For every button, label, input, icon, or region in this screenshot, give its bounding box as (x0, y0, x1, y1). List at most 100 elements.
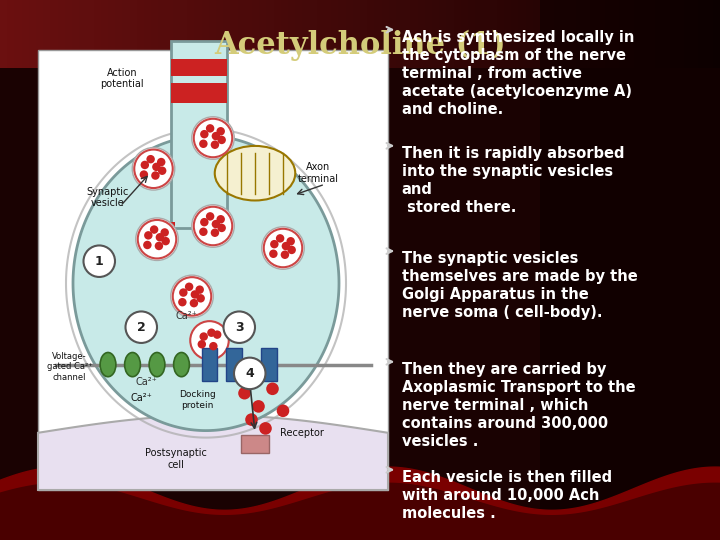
Text: Ca²⁺: Ca²⁺ (176, 311, 198, 321)
Bar (418, 0, 425, 68)
Bar (590, 0, 598, 68)
Bar (216, 0, 223, 68)
Bar (583, 0, 590, 68)
Bar (50, 0, 58, 68)
Text: 2: 2 (137, 321, 145, 334)
Bar (29, 0, 36, 68)
Bar (576, 0, 583, 68)
Bar (14, 0, 22, 68)
Bar (346, 0, 353, 68)
Circle shape (266, 382, 279, 395)
Bar (677, 0, 684, 68)
Bar (187, 0, 194, 68)
Circle shape (287, 237, 295, 246)
Circle shape (185, 282, 194, 291)
Bar (353, 0, 360, 68)
Circle shape (207, 328, 216, 337)
Bar (497, 0, 504, 68)
Circle shape (213, 330, 222, 339)
Text: Synaptic
vesicle: Synaptic vesicle (87, 187, 129, 208)
Bar (122, 0, 130, 68)
Text: Action
potential: Action potential (100, 68, 144, 90)
Bar (171, 59, 227, 76)
Bar (115, 0, 122, 68)
Bar (302, 0, 310, 68)
Circle shape (217, 127, 225, 136)
Bar (461, 0, 468, 68)
Bar (94, 0, 101, 68)
Circle shape (161, 228, 169, 237)
Bar (261, 348, 276, 381)
Circle shape (179, 288, 188, 297)
Ellipse shape (149, 353, 165, 377)
Bar (202, 348, 217, 381)
Bar (598, 0, 605, 68)
Bar (691, 0, 698, 68)
Bar (634, 0, 641, 68)
Ellipse shape (215, 146, 295, 200)
Circle shape (140, 161, 149, 169)
Bar (533, 0, 540, 68)
Bar (396, 0, 403, 68)
Bar (518, 0, 526, 68)
Circle shape (158, 166, 166, 175)
Bar (252, 0, 259, 68)
Bar (554, 0, 562, 68)
Circle shape (217, 215, 225, 224)
Circle shape (152, 163, 161, 171)
Circle shape (211, 140, 219, 149)
Circle shape (212, 220, 220, 228)
Circle shape (191, 290, 199, 299)
Circle shape (199, 332, 208, 341)
Text: Postsynaptic
cell: Postsynaptic cell (145, 448, 207, 470)
Bar (171, 83, 227, 103)
Text: Docking
protein: Docking protein (179, 390, 215, 409)
Bar (662, 0, 670, 68)
Circle shape (206, 124, 215, 133)
Bar (58, 0, 65, 68)
Bar (168, 221, 174, 239)
Bar (288, 0, 295, 68)
Bar (36, 0, 43, 68)
Text: Then it is rapidly absorbed
into the synaptic vesicles
and
 stored there.: Then it is rapidly absorbed into the syn… (402, 146, 624, 215)
Bar (324, 0, 331, 68)
Bar (403, 0, 410, 68)
Text: Ach is synthesized locally in
the cytoplasm of the nerve
terminal , from active
: Ach is synthesized locally in the cytopl… (402, 30, 634, 117)
Text: Then they are carried by
Axoplasmic Transport to the
nerve terminal , which
cont: Then they are carried by Axoplasmic Tran… (402, 362, 635, 449)
Bar (38, 50, 388, 490)
Bar (540, 0, 547, 68)
Circle shape (217, 224, 226, 232)
Circle shape (84, 246, 115, 277)
Bar (166, 0, 173, 68)
Bar (410, 0, 418, 68)
Bar (209, 0, 216, 68)
Text: Axon
terminal: Axon terminal (297, 163, 338, 184)
Circle shape (252, 400, 265, 413)
Circle shape (246, 413, 258, 426)
Bar (698, 0, 706, 68)
Circle shape (217, 136, 226, 144)
Circle shape (157, 158, 166, 166)
Bar (389, 0, 396, 68)
Circle shape (190, 321, 229, 360)
Circle shape (134, 150, 173, 188)
Bar (281, 0, 288, 68)
Circle shape (199, 227, 207, 236)
Bar (7, 0, 14, 68)
Text: 1: 1 (95, 255, 104, 268)
Circle shape (192, 205, 234, 247)
Circle shape (136, 218, 179, 260)
Bar (108, 0, 115, 68)
Circle shape (132, 147, 175, 190)
Bar (569, 0, 576, 68)
Circle shape (281, 251, 289, 259)
Bar (137, 0, 144, 68)
Circle shape (151, 171, 160, 180)
Circle shape (234, 357, 266, 389)
Circle shape (194, 207, 233, 245)
Bar (338, 0, 346, 68)
Bar (238, 0, 245, 68)
Bar (86, 0, 94, 68)
Bar (194, 0, 202, 68)
Text: Receptor: Receptor (280, 428, 324, 438)
